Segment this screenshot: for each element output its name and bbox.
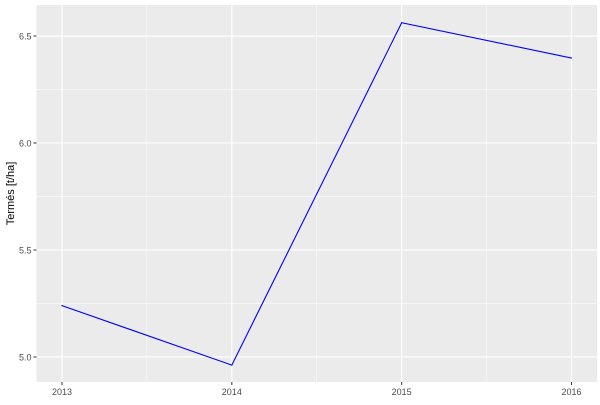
y-tick-label: 5.5 <box>19 245 32 255</box>
y-tick-label: 5.0 <box>19 352 32 362</box>
x-tick-label: 2015 <box>392 387 412 397</box>
data-point <box>231 364 233 366</box>
data-point <box>570 57 573 59</box>
data-point <box>401 22 403 24</box>
x-tick-label: 2016 <box>562 387 582 397</box>
data-point <box>61 305 63 307</box>
x-tick-label: 2013 <box>52 387 72 397</box>
y-axis-label: Termés [t/ha] <box>5 162 17 226</box>
x-tick-label: 2014 <box>222 387 242 397</box>
y-tick-label: 6.0 <box>19 139 32 149</box>
y-tick-label: 6.5 <box>19 32 32 42</box>
series-line <box>61 22 572 366</box>
